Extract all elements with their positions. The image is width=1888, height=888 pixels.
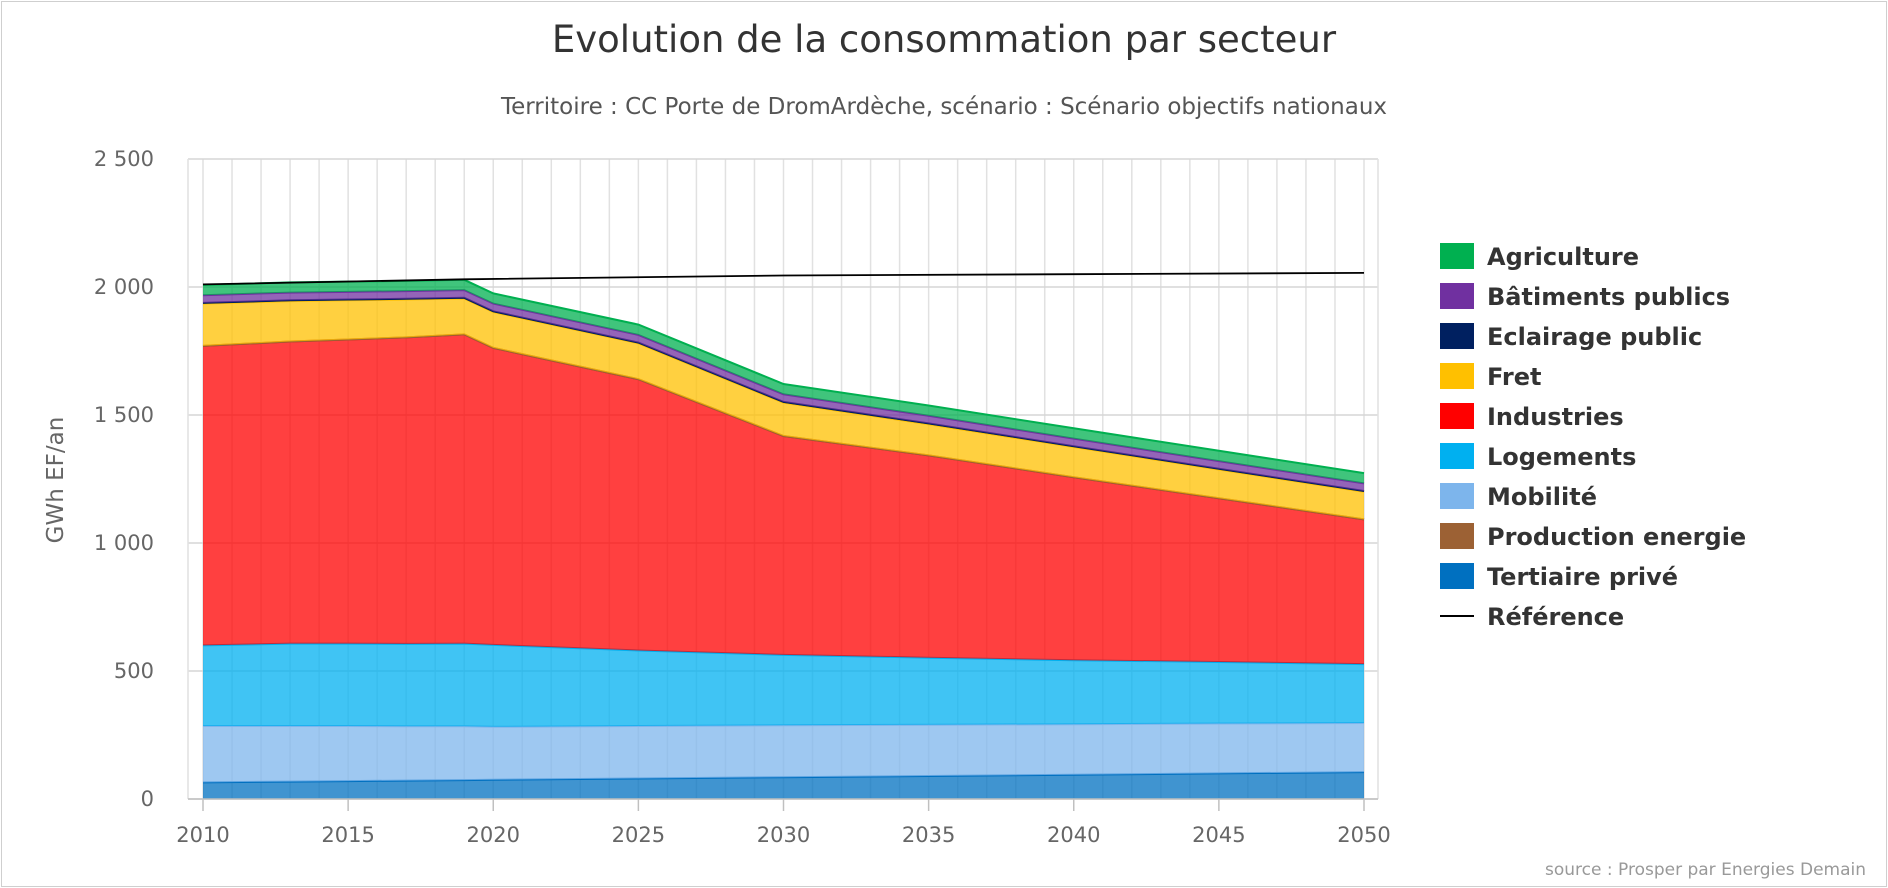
x-tick-label: 2020 (467, 823, 520, 847)
x-tick-label: 2050 (1337, 823, 1390, 847)
x-tick-label: 2045 (1192, 823, 1245, 847)
stacked-areas (202, 278, 1365, 799)
legend-item-eclairage-public[interactable]: Eclairage public (1487, 323, 1702, 351)
area-batiments-publics[interactable] (203, 290, 1364, 491)
area-industries[interactable] (203, 334, 1364, 665)
x-tick-label: 2040 (1047, 823, 1100, 847)
area-mobilite[interactable] (203, 723, 1364, 783)
area-tertiaire-prive[interactable] (203, 772, 1364, 799)
x-tick-labels: 2010 2015 2020 2025 2030 2035 2040 2045 2050 (176, 823, 1390, 847)
legend-swatch-fret (1440, 363, 1474, 389)
area-logements[interactable] (203, 643, 1364, 727)
area-fret[interactable] (203, 298, 1364, 520)
area-agriculture[interactable] (203, 279, 1364, 484)
reference-line[interactable] (202, 272, 1365, 286)
y-tick-labels: 0 500 1 000 1 500 2 000 2 500 (94, 147, 154, 811)
legend-swatch-batiments-publics (1440, 283, 1474, 309)
legend-item-mobilite[interactable]: Mobilité (1487, 483, 1597, 511)
legend-item-production-energie[interactable]: Production energie (1487, 523, 1746, 551)
x-tick-label: 2030 (757, 823, 810, 847)
legend-swatch-tertiaire-prive (1440, 563, 1474, 589)
reference-line-group (202, 272, 1365, 286)
legend-swatch-logements (1440, 443, 1474, 469)
legend-item-batiments-publics[interactable]: Bâtiments publics (1487, 283, 1730, 311)
axes (188, 798, 1378, 811)
x-tick-label: 2035 (902, 823, 955, 847)
legend-item-reference[interactable]: Référence (1487, 603, 1624, 631)
legend-item-logements[interactable]: Logements (1487, 443, 1636, 471)
legend: Agriculture Bâtiments publics Eclairage pu… (1440, 243, 1746, 631)
legend-item-agriculture[interactable]: Agriculture (1487, 243, 1639, 271)
legend-swatch-production-energie (1440, 523, 1474, 549)
y-axis-title: GWh EF/an (43, 417, 69, 544)
y-tick-label: 1 500 (94, 403, 154, 427)
legend-item-industries[interactable]: Industries (1487, 403, 1624, 431)
y-tick-label: 2 500 (94, 147, 154, 171)
chart-credit: source : Prosper par Energies Demain (1545, 860, 1866, 880)
chart-title: Evolution de la consommation par secteur (552, 18, 1337, 61)
chart-subtitle: Territoire : CC Porte de DromArdèche, sc… (500, 94, 1387, 120)
x-tick-label: 2010 (176, 823, 229, 847)
legend-swatch-industries (1440, 403, 1474, 429)
x-tick-label: 2015 (321, 823, 374, 847)
legend-item-tertiaire-prive[interactable]: Tertiaire privé (1487, 563, 1678, 591)
legend-swatch-agriculture (1440, 243, 1474, 269)
legend-item-fret[interactable]: Fret (1487, 363, 1541, 391)
x-tick-label: 2025 (612, 823, 665, 847)
y-tick-label: 500 (114, 659, 154, 683)
y-tick-label: 1 000 (94, 531, 154, 555)
legend-swatch-eclairage-public (1440, 323, 1474, 349)
legend-swatch-mobilite (1440, 483, 1474, 509)
y-tick-label: 2 000 (94, 275, 154, 299)
y-tick-label: 0 (141, 787, 154, 811)
